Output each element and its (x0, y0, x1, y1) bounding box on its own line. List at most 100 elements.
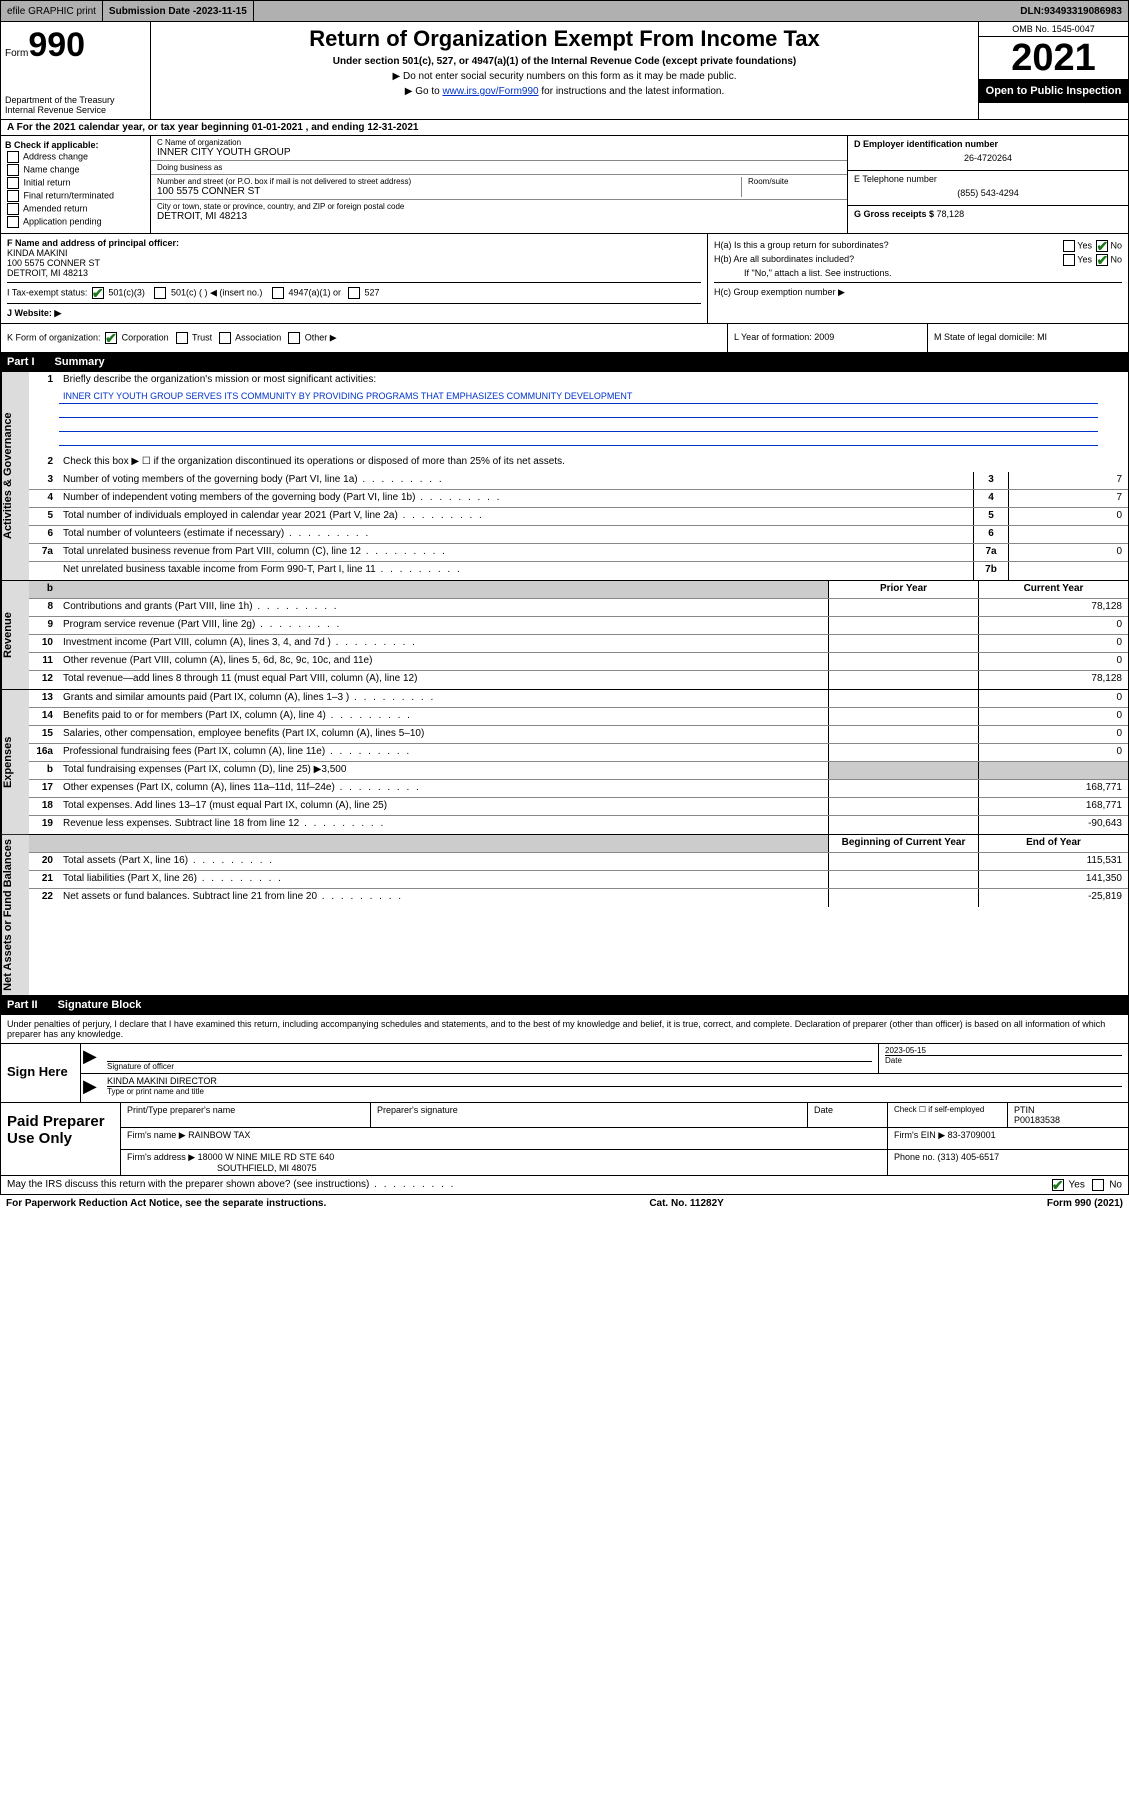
prep-date-label: Date (808, 1103, 888, 1127)
header-center: Return of Organization Exempt From Incom… (151, 22, 978, 119)
line19-desc: Revenue less expenses. Subtract line 18 … (59, 816, 828, 834)
form-header: Form990 Department of the Treasury Inter… (0, 22, 1129, 120)
hb-no[interactable] (1096, 254, 1108, 266)
field-gross-receipts: G Gross receipts $ 78,128 (848, 206, 1128, 222)
prep-row3: Firm's address ▶ 18000 W NINE MILE RD ST… (121, 1150, 1128, 1175)
chk-501c3[interactable] (92, 287, 104, 299)
hb-yes[interactable] (1063, 254, 1075, 266)
irs-gov-link[interactable]: www.irs.gov/Form990 (442, 86, 538, 97)
chk-application-pending[interactable]: Application pending (5, 216, 146, 228)
form-word: Form (5, 48, 28, 59)
line8-curr: 78,128 (978, 599, 1128, 616)
line15-curr: 0 (978, 726, 1128, 743)
line22-desc: Net assets or fund balances. Subtract li… (59, 889, 828, 907)
line16a-curr: 0 (978, 744, 1128, 761)
line7b-desc: Net unrelated business taxable income fr… (59, 562, 973, 580)
mission-block: INNER CITY YOUTH GROUP SERVES ITS COMMUN… (29, 390, 1128, 446)
efile-topbar: efile GRAPHIC print Submission Date - 20… (0, 0, 1129, 22)
page-footer: For Paperwork Reduction Act Notice, see … (0, 1195, 1129, 1212)
ha-no[interactable] (1096, 240, 1108, 252)
chk-trust[interactable] (176, 332, 188, 344)
mission-text: INNER CITY YOUTH GROUP SERVES ITS COMMUN… (59, 390, 1098, 404)
part1-label: Part I (7, 356, 35, 368)
sign-row-name: ▶ KINDA MAKINI DIRECTOR Type or print na… (81, 1074, 1128, 1102)
net-lines: Beginning of Current YearEnd of Year 20T… (29, 835, 1128, 995)
header-left: Form990 Department of the Treasury Inter… (1, 22, 151, 119)
sign-here-label: Sign Here (1, 1044, 81, 1102)
col-f-officer: F Name and address of principal officer:… (1, 234, 708, 323)
goto-link: ▶ Go to www.irs.gov/Form990 for instruct… (155, 86, 974, 97)
may-discuss-text: May the IRS discuss this return with the… (7, 1179, 455, 1191)
field-address: Number and street (or P.O. box if mail i… (151, 175, 847, 200)
prep-firm-name: Firm's name ▶ RAINBOW TAX (121, 1128, 888, 1149)
line19-curr: -90,643 (978, 816, 1128, 834)
b-title: B Check if applicable: (5, 140, 146, 150)
governance-lines: 1Briefly describe the organization's mis… (29, 372, 1128, 580)
phone-value: (855) 543-4294 (854, 184, 1122, 202)
h-c: H(c) Group exemption number ▶ (714, 282, 1122, 298)
may-discuss-row: May the IRS discuss this return with the… (0, 1176, 1129, 1195)
chk-association[interactable] (219, 332, 231, 344)
chk-final-return[interactable]: Final return/terminated (5, 190, 146, 202)
sig-arrow-icon: ▶ (81, 1044, 101, 1073)
line3-val: 7 (1008, 472, 1128, 489)
penalty-statement: Under penalties of perjury, I declare th… (0, 1015, 1129, 1044)
form-ref: Form 990 (2021) (1047, 1198, 1123, 1209)
line6-desc: Total number of volunteers (estimate if … (59, 526, 973, 543)
line6-val (1008, 526, 1128, 543)
chk-amended-return[interactable]: Amended return (5, 203, 146, 215)
section-expenses: Expenses 13Grants and similar amounts pa… (0, 690, 1129, 835)
chk-corporation[interactable] (105, 332, 117, 344)
tax-year: 2021 (979, 37, 1128, 79)
line22-curr: -25,819 (978, 889, 1128, 907)
col-c-org-info: C Name of organization INNER CITY YOUTH … (151, 136, 848, 233)
dln: DLN: 93493319086983 (1014, 1, 1128, 21)
chk-527[interactable] (348, 287, 360, 299)
dept-treasury: Department of the Treasury (5, 95, 146, 105)
chk-address-change[interactable]: Address change (5, 151, 146, 163)
line16a-desc: Professional fundraising fees (Part IX, … (59, 744, 828, 761)
side-governance: Activities & Governance (1, 372, 29, 580)
discuss-no[interactable] (1092, 1179, 1104, 1191)
form-title: Return of Organization Exempt From Incom… (155, 26, 974, 52)
sign-block: Sign Here ▶ Signature of officer 2023-05… (0, 1044, 1129, 1103)
chk-other[interactable] (288, 332, 300, 344)
chk-initial-return[interactable]: Initial return (5, 177, 146, 189)
cat-number: Cat. No. 11282Y (649, 1198, 723, 1209)
line7a-val: 0 (1008, 544, 1128, 561)
prep-sig-label: Preparer's signature (371, 1103, 808, 1127)
chk-name-change[interactable]: Name change (5, 164, 146, 176)
omb-number: OMB No. 1545-0047 (979, 22, 1128, 37)
open-public-badge: Open to Public Inspection (979, 79, 1128, 103)
efile-label[interactable]: efile GRAPHIC print (1, 1, 103, 21)
col-b-checkboxes: B Check if applicable: Address change Na… (1, 136, 151, 233)
line9-desc: Program service revenue (Part VIII, line… (59, 617, 828, 634)
expenses-lines: 13Grants and similar amounts paid (Part … (29, 690, 1128, 834)
line18-curr: 168,771 (978, 798, 1128, 815)
line11-curr: 0 (978, 653, 1128, 670)
field-dba: Doing business as (151, 161, 847, 175)
discuss-yes[interactable] (1052, 1179, 1064, 1191)
submission-date: Submission Date - 2023-11-15 (103, 1, 254, 21)
chk-501c[interactable] (154, 287, 166, 299)
org-address: 100 5575 CONNER ST (157, 186, 741, 197)
line16b-desc: Total fundraising expenses (Part IX, col… (59, 762, 828, 779)
form-number: 990 (28, 26, 85, 64)
side-revenue: Revenue (1, 581, 29, 689)
col-de: D Employer identification number 26-4720… (848, 136, 1128, 233)
line1-desc: Briefly describe the organization's miss… (59, 372, 1128, 390)
chk-4947[interactable] (272, 287, 284, 299)
hb-note: If "No," attach a list. See instructions… (714, 268, 1122, 278)
sig-officer-cell: Signature of officer (101, 1044, 878, 1073)
sig-name-cell: KINDA MAKINI DIRECTOR Type or print name… (101, 1074, 1128, 1102)
prep-name-label: Print/Type preparer's name (121, 1103, 371, 1127)
line5-desc: Total number of individuals employed in … (59, 508, 973, 525)
irs-label: Internal Revenue Service (5, 105, 146, 115)
ptin-value: P00183538 (1014, 1115, 1122, 1125)
prep-row2: Firm's name ▶ RAINBOW TAX Firm's EIN ▶ 8… (121, 1128, 1128, 1150)
sig-arrow-icon-2: ▶ (81, 1074, 101, 1102)
part1-title: Summary (55, 356, 105, 368)
block-bcde: B Check if applicable: Address change Na… (0, 136, 1129, 234)
org-city: DETROIT, MI 48213 (157, 211, 841, 222)
ha-yes[interactable] (1063, 240, 1075, 252)
